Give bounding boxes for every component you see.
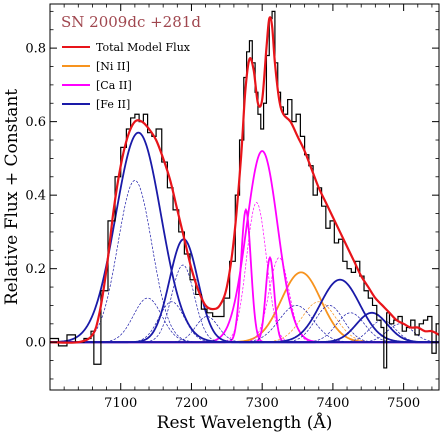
y-tick-label: 0.2	[25, 262, 46, 277]
total-model-line	[50, 16, 439, 344]
y-tick-label: 0.6	[25, 115, 46, 130]
y-tick-labels: 0.0 0.2 0.4 0.6 0.8	[25, 42, 46, 351]
x-tick-label: 7300	[246, 396, 279, 411]
x-tick-label: 7100	[104, 396, 137, 411]
legend-label: Total Model Flux	[96, 41, 191, 54]
component-curve-20	[50, 323, 439, 343]
spectrum-annotation: SN 2009dc +281d	[61, 13, 201, 31]
y-tick-label: 0.8	[25, 42, 46, 57]
x-tick-labels: 7100 7200 7300 7400 7500	[104, 396, 420, 411]
legend-label: [Fe II]	[96, 98, 130, 111]
x-tick-label: 7500	[387, 396, 420, 411]
total-model-flux	[50, 16, 439, 344]
plot-frame	[49, 3, 440, 391]
y-tick-label: 0.0	[25, 336, 46, 351]
x-axis-title: Rest Wavelength (Å)	[157, 412, 333, 433]
component-curves	[50, 131, 439, 344]
x-tick-label: 7400	[316, 396, 349, 411]
legend-label: [Ni II]	[96, 60, 130, 73]
legend: Total Model Flux [Ni II] [Ca II] [Fe II]	[62, 41, 191, 111]
axis-ticks	[50, 4, 439, 390]
y-tick-label: 0.4	[25, 189, 46, 204]
y-axis-title: Relative Flux + Constant	[2, 89, 22, 305]
x-tick-label: 7200	[175, 396, 208, 411]
legend-label: [Ca II]	[96, 79, 132, 92]
